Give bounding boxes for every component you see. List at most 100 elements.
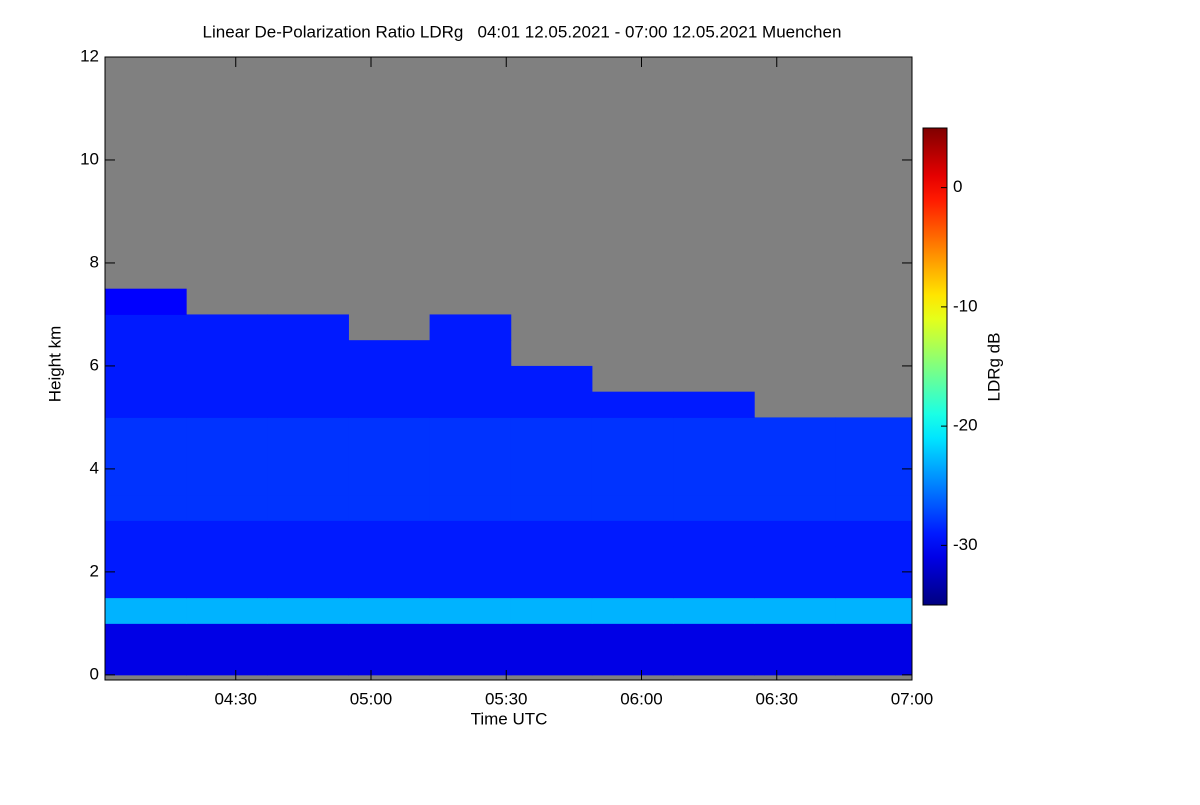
heatmap-cell	[105, 546, 187, 573]
heatmap-cell	[510, 546, 593, 573]
heatmap-cell	[591, 597, 674, 624]
heatmap-cell	[673, 443, 755, 470]
heatmap-cell	[429, 649, 512, 676]
heatmap-cell	[105, 340, 187, 367]
heatmap-cell	[510, 649, 593, 676]
heatmap-cell	[267, 649, 349, 676]
heatmap-cell	[348, 340, 431, 367]
heatmap-cell	[186, 597, 268, 624]
heatmap-cell	[510, 443, 593, 470]
heatmap-cell	[348, 494, 431, 521]
heatmap-cell	[835, 571, 912, 599]
heatmap-cell	[105, 417, 187, 444]
heatmap-cell	[267, 365, 349, 393]
heatmap-cell	[105, 649, 187, 676]
heatmap-cell	[510, 520, 593, 547]
heatmap-cell	[186, 314, 268, 341]
heatmap-cell	[591, 546, 674, 573]
heatmap-cell	[186, 340, 268, 367]
heatmap-cell	[673, 468, 755, 496]
heatmap-cell	[186, 468, 268, 496]
y-tick-label: 8	[90, 252, 99, 271]
heatmap-cell	[186, 494, 268, 521]
heatmap-cell	[673, 391, 755, 418]
heatmap-cell	[186, 520, 268, 547]
heatmap-cell	[835, 623, 912, 650]
heatmap-cell	[186, 417, 268, 444]
colorbar-tick-label: -20	[953, 416, 978, 435]
heatmap-cell	[267, 623, 349, 650]
heatmap-cell	[429, 546, 512, 573]
heatmap-cell	[267, 546, 349, 573]
heatmap-cell	[754, 468, 836, 496]
heatmap-cell	[267, 520, 349, 547]
heatmap-cell	[591, 417, 674, 444]
x-tick-label: 06:00	[620, 689, 663, 708]
heatmap-cell	[267, 443, 349, 470]
heatmap-cell	[429, 417, 512, 444]
heatmap-cell	[754, 520, 836, 547]
heatmap-cell	[186, 443, 268, 470]
heatmap-cell	[348, 597, 431, 624]
heatmap-cell	[105, 623, 187, 650]
heatmap-cell	[835, 546, 912, 573]
heatmap-cell	[510, 391, 593, 418]
heatmap-cell	[348, 546, 431, 573]
heatmap-cell	[673, 597, 755, 624]
heatmap-cell	[267, 468, 349, 496]
heatmap-cell	[267, 494, 349, 521]
y-tick-label: 0	[90, 664, 99, 683]
colorbar-tick-label: 0	[953, 177, 962, 196]
heatmap-cell	[105, 314, 187, 341]
x-tick-label: 06:30	[755, 689, 798, 708]
heatmap-cell	[429, 571, 512, 599]
heatmap-cell	[591, 468, 674, 496]
y-tick-label: 2	[90, 561, 99, 580]
heatmap-cell	[591, 520, 674, 547]
heatmap-cell	[835, 597, 912, 624]
y-tick-label: 12	[80, 46, 99, 65]
heatmap-cell	[835, 468, 912, 496]
heatmap-cell	[186, 623, 268, 650]
y-axis-label: Height km	[45, 326, 64, 403]
heatmap-cell	[429, 314, 512, 341]
heatmap-cell	[835, 494, 912, 521]
heatmap-cell	[835, 649, 912, 676]
colorbar-label: LDRg dB	[984, 333, 1003, 402]
heatmap-cell	[591, 443, 674, 470]
heatmap-cell	[510, 571, 593, 599]
heatmap-cell	[348, 417, 431, 444]
heatmap-cell	[429, 597, 512, 624]
heatmap-cell	[105, 288, 187, 315]
heatmap-cell	[591, 391, 674, 418]
heatmap-cell	[429, 365, 512, 393]
heatmap-cell	[429, 443, 512, 470]
heatmap-cell	[835, 520, 912, 547]
x-axis-label: Time UTC	[471, 709, 548, 728]
heatmap-cell	[754, 546, 836, 573]
x-tick-label: 04:30	[214, 689, 257, 708]
heatmap-cell	[754, 443, 836, 470]
heatmap-cell	[105, 468, 187, 496]
heatmap-cell	[673, 546, 755, 573]
heatmap-cell	[835, 443, 912, 470]
heatmap-cell	[510, 494, 593, 521]
y-tick-label: 10	[80, 149, 99, 168]
heatmap-cell	[510, 417, 593, 444]
heatmap-cell	[267, 314, 349, 341]
heatmap-cell	[591, 623, 674, 650]
heatmap-cell	[754, 649, 836, 676]
heatmap-cell	[429, 520, 512, 547]
heatmap-cell	[267, 571, 349, 599]
heatmap-cell	[348, 571, 431, 599]
heatmap-cell	[429, 340, 512, 367]
heatmap-cell	[835, 417, 912, 444]
heatmap-cell	[754, 571, 836, 599]
heatmap-cell	[510, 597, 593, 624]
heatmap-cell	[186, 365, 268, 393]
heatmap-cells	[105, 288, 912, 676]
heatmap-cell	[105, 494, 187, 521]
heatmap-cell	[510, 468, 593, 496]
heatmap-cell	[105, 443, 187, 470]
